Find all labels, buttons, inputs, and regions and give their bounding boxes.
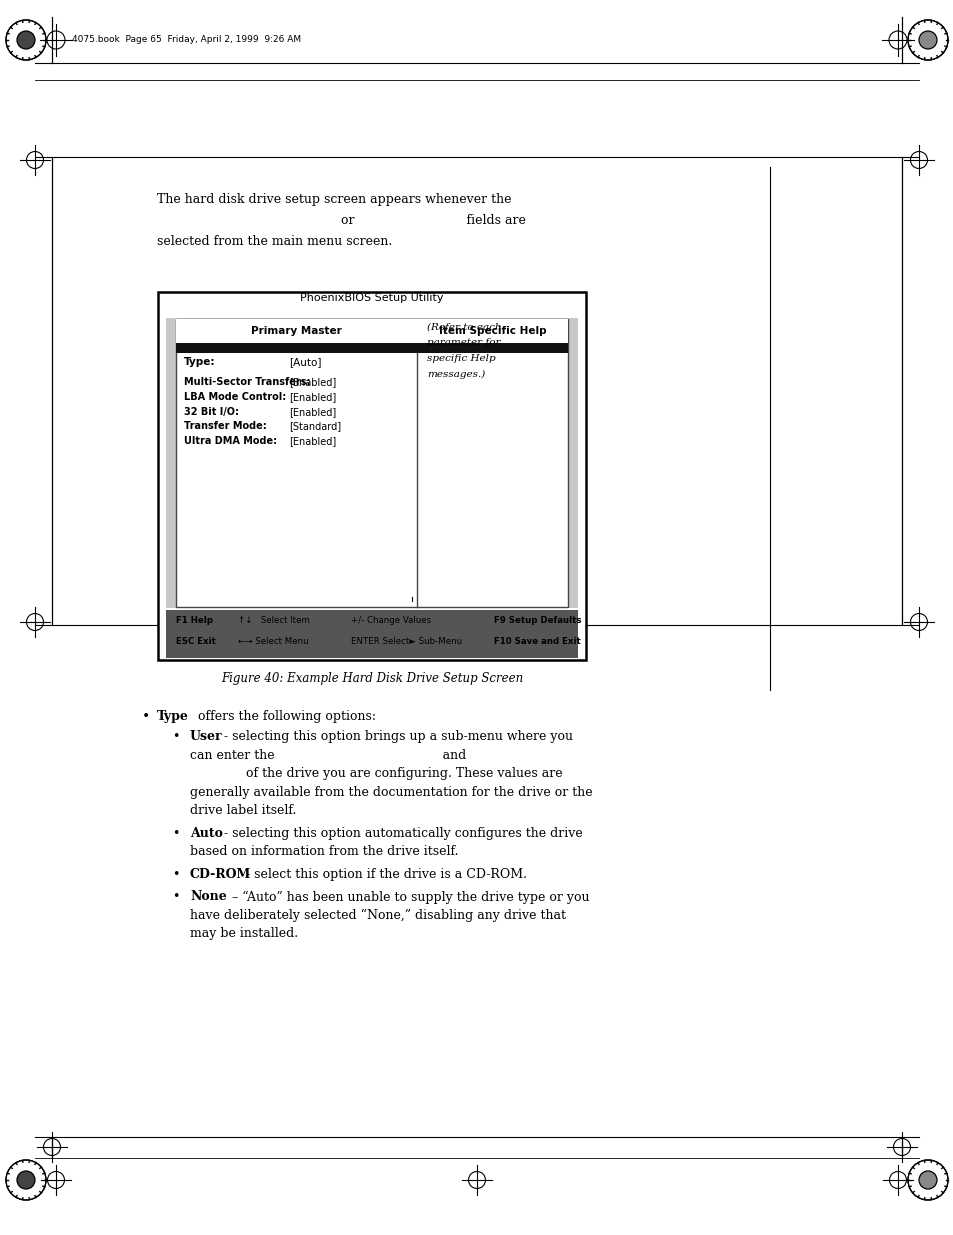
Bar: [175, 343, 567, 353]
Bar: [175, 319, 567, 606]
Text: 4075.book  Page 65  Friday, April 2, 1999  9:26 AM: 4075.book Page 65 Friday, April 2, 1999 …: [71, 36, 301, 44]
Text: F1 Help: F1 Help: [175, 616, 213, 625]
Text: generally available from the documentation for the drive or the: generally available from the documentati…: [190, 785, 592, 799]
Text: [Enabled]: [Enabled]: [289, 377, 335, 387]
Text: LBA Mode Control:: LBA Mode Control:: [184, 391, 286, 401]
Text: of the drive you are configuring. These values are: of the drive you are configuring. These …: [190, 767, 562, 781]
Text: ←→ Select Menu: ←→ Select Menu: [237, 637, 309, 646]
Text: Multi-Sector Transfers:: Multi-Sector Transfers:: [184, 377, 310, 387]
Bar: [166, 317, 578, 608]
Text: •: •: [172, 827, 179, 840]
Text: have deliberately selected “None,” disabling any drive that: have deliberately selected “None,” disab…: [190, 909, 565, 923]
Text: •: •: [172, 868, 179, 881]
Text: Type: Type: [157, 710, 189, 722]
Text: (Refer to each: (Refer to each: [427, 324, 501, 332]
Text: Ultra DMA Mode:: Ultra DMA Mode:: [184, 436, 276, 446]
Text: [Enabled]: [Enabled]: [289, 406, 335, 416]
Text: •: •: [172, 890, 179, 903]
Text: – “Auto” has been unable to supply the drive type or you: – “Auto” has been unable to supply the d…: [228, 890, 589, 904]
Text: •: •: [142, 710, 150, 724]
Circle shape: [907, 20, 947, 61]
Text: Figure 40: Example Hard Disk Drive Setup Screen: Figure 40: Example Hard Disk Drive Setup…: [221, 672, 522, 685]
Text: parameter for: parameter for: [427, 338, 500, 347]
Text: ENTER Select► Sub-Menu: ENTER Select► Sub-Menu: [351, 637, 461, 646]
Circle shape: [6, 20, 46, 61]
Text: [Auto]: [Auto]: [289, 357, 321, 367]
Text: [Enabled]: [Enabled]: [289, 391, 335, 401]
Text: - selecting this option brings up a sub-menu where you: - selecting this option brings up a sub-…: [220, 730, 573, 743]
Text: offers the following options:: offers the following options:: [193, 710, 375, 722]
Text: based on information from the drive itself.: based on information from the drive itse…: [190, 845, 458, 858]
Text: messages.): messages.): [427, 369, 485, 379]
Text: Type:: Type:: [184, 357, 215, 367]
Circle shape: [6, 1160, 46, 1200]
Text: - selecting this option automatically configures the drive: - selecting this option automatically co…: [220, 827, 582, 840]
Text: F9 Setup Defaults: F9 Setup Defaults: [494, 616, 581, 625]
Text: Primary Master: Primary Master: [251, 326, 341, 336]
Circle shape: [17, 31, 35, 49]
Text: or                            fields are: or fields are: [157, 214, 525, 227]
Text: [Standard]: [Standard]: [289, 421, 341, 431]
Text: •: •: [172, 730, 179, 743]
Circle shape: [918, 1171, 936, 1189]
Circle shape: [17, 1171, 35, 1189]
Text: may be installed.: may be installed.: [190, 927, 297, 940]
Bar: [175, 319, 567, 343]
Text: specific Help: specific Help: [427, 354, 496, 363]
Bar: [158, 291, 585, 659]
Circle shape: [918, 31, 936, 49]
Text: ↑↓   Select Item: ↑↓ Select Item: [237, 616, 310, 625]
Text: [Enabled]: [Enabled]: [289, 436, 335, 446]
Text: drive label itself.: drive label itself.: [190, 804, 296, 818]
Text: None: None: [190, 890, 227, 903]
Text: PhoenixBIOS Setup Utility: PhoenixBIOS Setup Utility: [300, 293, 443, 303]
Text: CD-ROM: CD-ROM: [190, 868, 251, 881]
Text: Item Specific Help: Item Specific Help: [438, 326, 546, 336]
Text: Auto: Auto: [190, 827, 223, 840]
Text: ESC Exit: ESC Exit: [175, 637, 215, 646]
Circle shape: [907, 1160, 947, 1200]
Text: selected from the main menu screen.: selected from the main menu screen.: [157, 235, 392, 248]
Text: - select this option if the drive is a CD-ROM.: - select this option if the drive is a C…: [242, 868, 526, 881]
Text: can enter the                                          and: can enter the and: [190, 748, 466, 762]
Text: 32 Bit I/O:: 32 Bit I/O:: [184, 406, 239, 416]
Text: Transfer Mode:: Transfer Mode:: [184, 421, 267, 431]
Bar: [166, 610, 578, 658]
Text: +/- Change Values: +/- Change Values: [351, 616, 431, 625]
Text: F10 Save and Exit: F10 Save and Exit: [494, 637, 580, 646]
Text: User: User: [190, 730, 222, 743]
Text: The hard disk drive setup screen appears whenever the: The hard disk drive setup screen appears…: [157, 193, 511, 206]
